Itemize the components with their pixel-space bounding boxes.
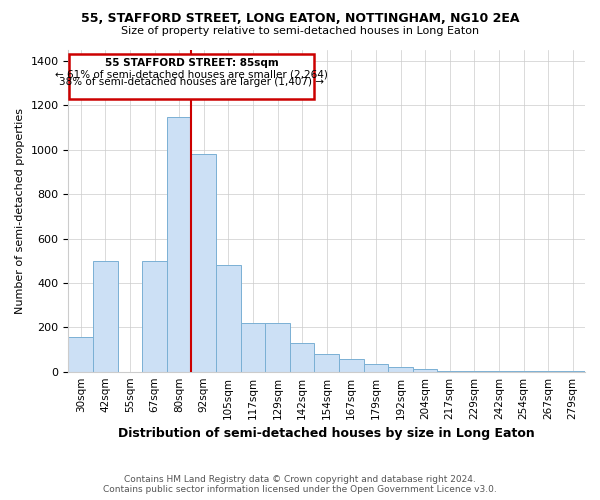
Text: Contains HM Land Registry data © Crown copyright and database right 2024.
Contai: Contains HM Land Registry data © Crown c… [103,474,497,494]
Bar [167,116,191,372]
Bar [413,370,437,372]
Bar [290,343,314,372]
Y-axis label: Number of semi-detached properties: Number of semi-detached properties [15,108,25,314]
Bar [364,364,388,372]
Bar [216,265,241,372]
Bar [339,360,364,372]
Text: 55 STAFFORD STREET: 85sqm: 55 STAFFORD STREET: 85sqm [105,58,278,68]
X-axis label: Distribution of semi-detached houses by size in Long Eaton: Distribution of semi-detached houses by … [118,427,535,440]
Text: 55, STAFFORD STREET, LONG EATON, NOTTINGHAM, NG10 2EA: 55, STAFFORD STREET, LONG EATON, NOTTING… [81,12,519,24]
Bar [314,354,339,372]
Bar [93,261,118,372]
Bar [265,323,290,372]
Bar [69,54,314,99]
Text: ← 61% of semi-detached houses are smaller (2,264): ← 61% of semi-detached houses are smalle… [55,70,328,80]
Bar [462,371,487,372]
Bar [437,370,462,372]
Bar [388,367,413,372]
Bar [68,338,93,372]
Bar [487,371,511,372]
Text: Size of property relative to semi-detached houses in Long Eaton: Size of property relative to semi-detach… [121,26,479,36]
Text: 38% of semi-detached houses are larger (1,407) →: 38% of semi-detached houses are larger (… [59,78,324,88]
Bar [241,323,265,372]
Bar [191,154,216,372]
Bar [142,261,167,372]
